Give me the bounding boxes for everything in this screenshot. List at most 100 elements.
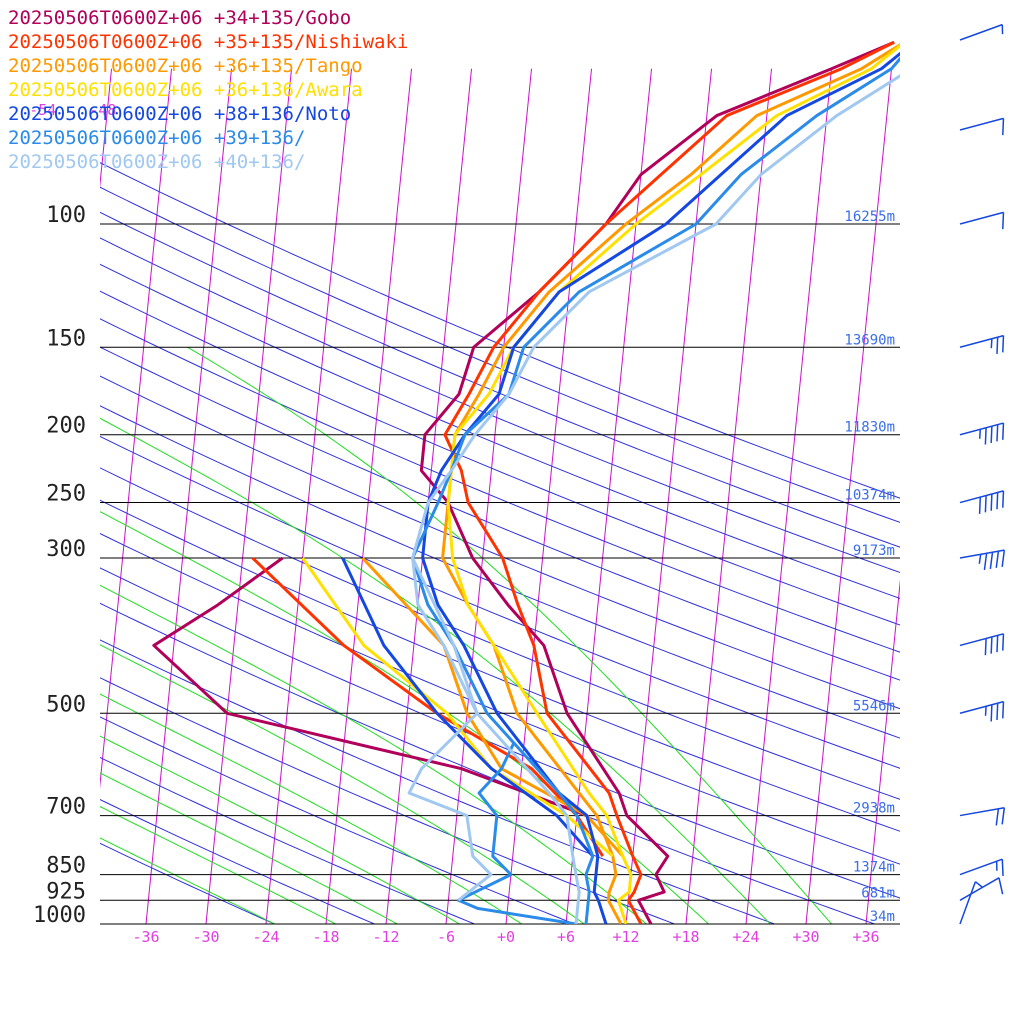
wind-barb-shaft xyxy=(959,23,1003,41)
height-label: 9173m xyxy=(853,543,895,559)
dry-adiabat-line xyxy=(100,211,900,548)
legend-entry: 20250506T0600Z+06 +35+135/Nishiwaki xyxy=(8,31,408,53)
isotherm-line xyxy=(685,68,773,924)
wind-barb-flag xyxy=(1002,212,1005,230)
wind-barbs xyxy=(959,23,1006,925)
height-label: 1374m xyxy=(853,860,895,876)
wind-barb xyxy=(959,549,1006,571)
wind-barb-flag xyxy=(1002,701,1005,719)
wind-barb-shaft xyxy=(959,877,1000,901)
wind-barb-flag xyxy=(998,877,1004,895)
wind-barb-flag xyxy=(1002,633,1005,651)
pressure-tick-label: 200 xyxy=(46,414,86,439)
wind-barb-flag xyxy=(989,552,994,569)
wind-barb-flag xyxy=(990,426,993,443)
wind-barb-shaft xyxy=(959,422,1004,436)
series-5-dewpoint-line xyxy=(456,741,577,924)
height-label: 16255m xyxy=(844,209,895,225)
height-label: 10374m xyxy=(844,488,895,504)
wind-barb-flag xyxy=(990,704,993,722)
dry-adiabat-line xyxy=(100,405,900,739)
series-4-dewpoint-line xyxy=(341,557,594,858)
wind-barb-flag xyxy=(995,551,1000,568)
pressure-tick-label: 1000 xyxy=(33,903,86,928)
series-6-temperature-line xyxy=(411,74,900,924)
moist-adiabat-line xyxy=(100,772,399,924)
wind-barb-shaft xyxy=(959,549,1005,559)
dry-adiabat-line xyxy=(100,756,476,924)
dry-adiabat-line xyxy=(100,318,900,653)
dry-adiabat-line xyxy=(100,186,900,523)
legend-entry: 20250506T0600Z+06 +39+136/ xyxy=(8,127,305,149)
wind-barb-shaft xyxy=(959,633,1004,647)
temperature-tick-label: -6 xyxy=(437,928,455,946)
isotherm-line xyxy=(325,68,413,924)
dry-adiabat-line xyxy=(100,639,776,924)
wind-barb-shaft xyxy=(959,858,1003,876)
wind-barb xyxy=(959,211,1005,230)
moist-adiabat-line xyxy=(100,735,461,924)
wind-barb-shaft xyxy=(959,117,1004,131)
wind-barb xyxy=(959,422,1005,445)
isotherm-line xyxy=(145,68,233,924)
series-6-dewpoint-line xyxy=(407,557,493,902)
wind-barb-half-flag xyxy=(984,706,987,716)
wind-barb-shaft xyxy=(959,490,1004,504)
wind-barb-flag xyxy=(1002,490,1005,508)
temperature-tick-label: +24 xyxy=(732,928,759,946)
height-label: 13690m xyxy=(844,332,895,348)
pressure-tick-label: 700 xyxy=(46,795,86,820)
wind-barb-flag xyxy=(978,497,982,514)
wind-barb xyxy=(959,881,984,925)
wind-barb-flag xyxy=(996,492,999,510)
wind-barb-flag xyxy=(995,808,1000,826)
height-labels: 16255m 13690m 11830m 10374m 9173m 5546m 2938m 1… xyxy=(844,209,895,925)
dry-adiabat-line xyxy=(100,435,900,769)
temperature-tick-label: +0 xyxy=(497,928,515,946)
moist-adiabat-line xyxy=(100,806,337,924)
dry-adiabat-line xyxy=(100,533,900,865)
wind-barb xyxy=(959,877,1004,901)
legend: 20250506T0600Z+06 +34+135/Gobo20250506T0… xyxy=(8,7,408,173)
isotherm-line xyxy=(385,68,473,924)
wind-barb-flag xyxy=(1001,859,1004,876)
height-label: 34m xyxy=(870,909,895,925)
pressure-tick-label: 500 xyxy=(46,692,86,717)
wind-barb xyxy=(959,807,1006,826)
wind-barb-flag xyxy=(984,427,987,445)
pressure-tick-label: 300 xyxy=(46,537,86,562)
wind-barb xyxy=(959,858,1004,876)
temperature-tick-label: +6 xyxy=(557,928,575,946)
height-label: 681m xyxy=(861,885,895,901)
temperature-tick-label: -36 xyxy=(132,928,159,946)
series-3-temperature-line xyxy=(446,43,900,924)
wind-barb-flag xyxy=(1002,335,1005,353)
temperature-tick-label: -18 xyxy=(312,928,339,946)
series-0-dewpoint-line xyxy=(152,556,588,817)
series-2-dewpoint-line xyxy=(361,556,624,858)
dry-adiabat-line xyxy=(100,567,900,899)
chart-grid xyxy=(100,68,900,924)
wind-barb-flag xyxy=(983,553,988,571)
dry-adiabat-line xyxy=(100,467,900,800)
wind-barb xyxy=(959,334,1005,354)
moist-adiabat-line xyxy=(100,837,276,924)
wind-barb-flag xyxy=(1001,550,1006,567)
series-2-temperature-line xyxy=(441,43,900,924)
pressure-tick-label: 850 xyxy=(46,854,86,879)
upper-isotherm-label: -54 xyxy=(29,101,56,119)
wind-barb xyxy=(959,23,1004,41)
legend-entry: 20250506T0600Z+06 +38+136/Noto xyxy=(8,103,351,125)
temperature-tick-label: +36 xyxy=(852,928,879,946)
legend-entry: 20250506T0600Z+06 +36+136/Awara xyxy=(8,79,363,101)
dry-adiabat-line xyxy=(100,237,900,574)
legend-entry: 20250506T0600Z+06 +40+136/ xyxy=(8,151,305,173)
wind-barb-half-flag xyxy=(978,554,982,564)
height-label: 2938m xyxy=(853,801,895,817)
dry-adiabat-line xyxy=(100,346,900,681)
wind-barb-flag xyxy=(996,703,999,720)
isotherm-line xyxy=(565,68,653,924)
wind-barb-shaft xyxy=(959,334,1004,348)
isotherm-line xyxy=(265,68,353,924)
